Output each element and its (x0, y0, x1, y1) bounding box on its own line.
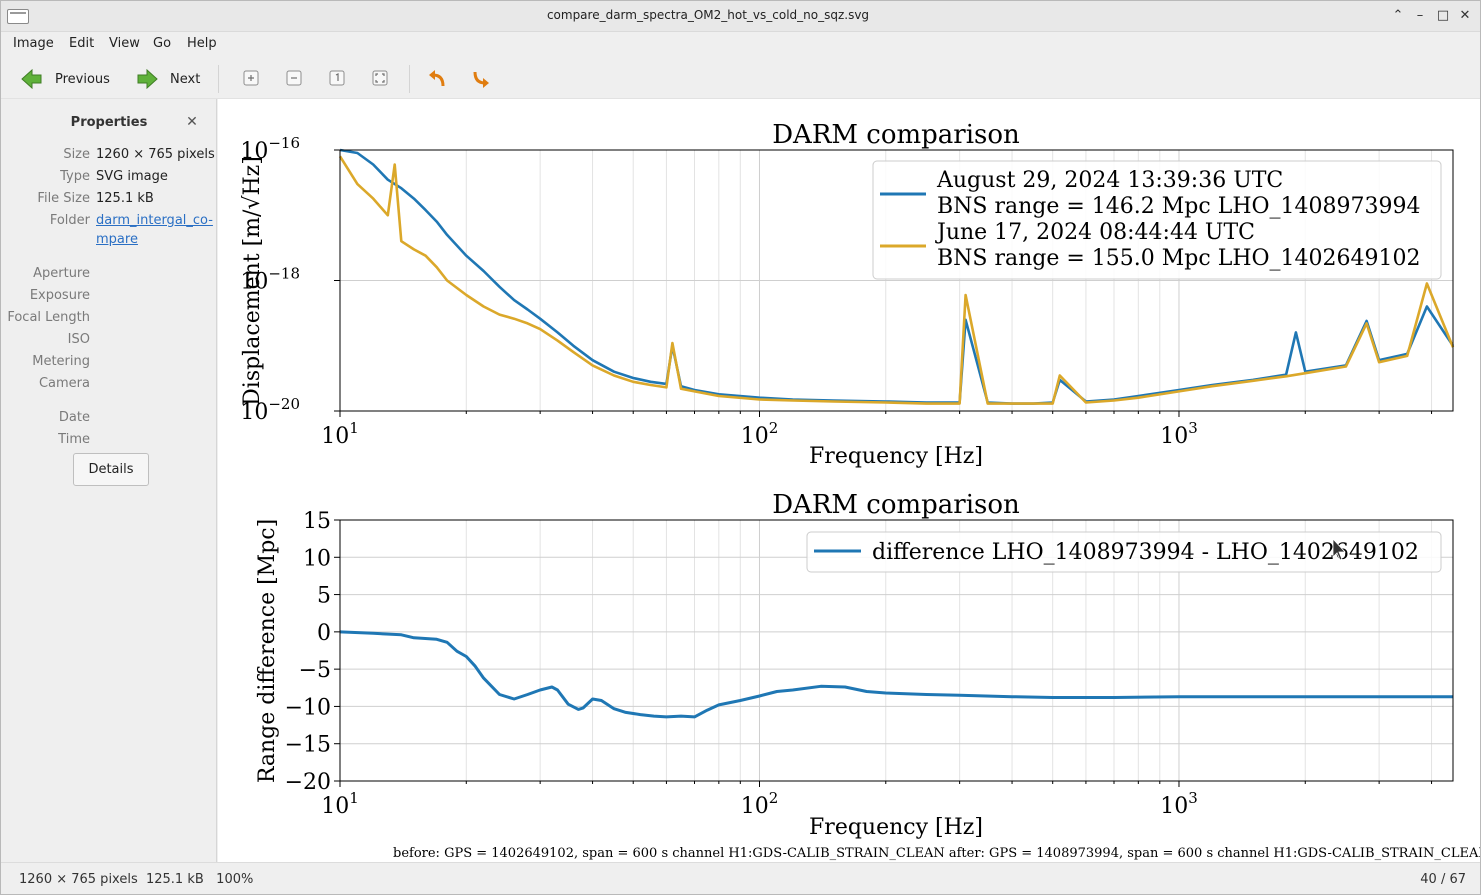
iso-label: ISO (67, 332, 90, 347)
zoom-original-icon (329, 70, 345, 86)
y-tick-label: −15 (285, 733, 331, 758)
footnote: before: GPS = 1402649102, span = 600 s c… (393, 846, 1480, 861)
top-plot-series (338, 148, 1455, 405)
menu-go[interactable]: Go (153, 36, 172, 51)
rotate-right-icon (473, 71, 489, 88)
y-tick-label: 15 (303, 509, 331, 534)
legend-series-1-line-2: BNS range = 146.2 Mpc LHO_1408973994 (937, 194, 1421, 219)
zoom-fit-button[interactable] (371, 69, 391, 89)
camera-label: Camera (38, 376, 90, 391)
series-line-difference (339, 630, 1453, 719)
bottom-plot-legend: difference LHO_1408973994 - LHO_14026491… (806, 531, 1442, 573)
top-legend-box (872, 160, 1442, 280)
file-size-value: 125.1 kB (96, 191, 154, 206)
close-sidebar-icon[interactable]: ✕ (186, 114, 198, 130)
rotate-right-button[interactable] (471, 69, 491, 89)
next-label: Next (170, 71, 201, 87)
minimize-button[interactable]: – (1416, 8, 1424, 23)
menu-bar: Image Edit View Go Help (1, 32, 1480, 57)
bottom-legend-box (806, 531, 1442, 573)
rotate-left-icon (429, 70, 445, 87)
menu-edit[interactable]: Edit (69, 36, 95, 51)
top-plot-title: DARM comparison (772, 120, 1020, 150)
date-label: Date (58, 410, 90, 425)
zoom-out-icon (286, 70, 302, 86)
zoom-fit-icon (372, 70, 388, 86)
top-plot-ylabel: Displacement [m/√Hz] (240, 156, 265, 406)
size-label: Size (63, 147, 90, 162)
toolbar-separator (409, 65, 410, 93)
mouse-cursor-icon (1332, 537, 1346, 561)
y-tick-label: 10 (303, 546, 331, 571)
maximize-button[interactable]: □ (1436, 8, 1450, 23)
type-label: Type (60, 169, 90, 184)
folder-link-line-2: mpare (96, 232, 138, 247)
legend-difference-label: difference LHO_1408973994 - LHO_14026491… (872, 540, 1419, 565)
arrow-left-icon (21, 69, 42, 89)
status-image-info: 1260 × 765 pixels 125.1 kB 100% (19, 872, 254, 887)
legend-series-1-line-1: August 29, 2024 13:39:36 UTC (936, 168, 1283, 193)
legend-series-2-line-1: June 17, 2024 08:44:44 UTC (935, 220, 1255, 245)
y-tick-label: 5 (317, 584, 331, 609)
y-tick-label: −20 (285, 770, 331, 795)
bottom-plot-ylabel: Range difference [Mpc] (255, 519, 280, 783)
window-title: compare_darm_spectra_OM2_hot_vs_cold_no_… (546, 8, 870, 22)
exposure-label: Exposure (29, 288, 90, 303)
y-tick-label: −10 (285, 695, 331, 720)
folder-label: Folder (49, 213, 90, 228)
menu-view[interactable]: View (109, 36, 140, 51)
top-plot-xlabel: Frequency [Hz] (809, 444, 983, 469)
bottom-plot-xlabel: Frequency [Hz] (809, 815, 983, 840)
toolbar: Previous Next (1, 57, 1480, 99)
menu-image[interactable]: Image (13, 36, 54, 51)
status-bar: 1260 × 765 pixels 125.1 kB 100% 40 / 67 (1, 862, 1480, 894)
x-tick-label: 101 (321, 419, 359, 449)
zoom-normal-button[interactable] (328, 69, 348, 89)
properties-sidebar: Properties ✕ Size 1260 × 765 pixels Type… (1, 99, 217, 862)
x-tick-label: 102 (741, 419, 779, 449)
image-canvas: 101 102 103 10−16 10−18 10−20 DARM comparison… (218, 99, 1480, 862)
y-tick-label: 0 (317, 621, 331, 646)
keep-above-icon[interactable]: ⌃ (1392, 8, 1404, 23)
image-viewer-app-icon (7, 9, 29, 24)
type-value: SVG image (96, 169, 168, 184)
x-tick-label: 102 (741, 789, 779, 819)
folder-link-line-1: darm_intergal_co- (96, 213, 213, 228)
metering-label: Metering (32, 354, 90, 369)
close-window-button[interactable]: ✕ (1459, 8, 1471, 23)
file-size-label: File Size (37, 191, 90, 206)
rotate-left-button[interactable] (427, 69, 447, 89)
zoom-out-button[interactable] (285, 69, 305, 89)
zoom-in-button[interactable] (242, 69, 262, 89)
toolbar-separator (218, 65, 219, 93)
arrow-right-icon (137, 69, 158, 89)
folder-link[interactable]: darm_intergal_co- mpare (96, 211, 213, 249)
bottom-plot-title: DARM comparison (772, 490, 1020, 520)
bottom-plot-series (339, 630, 1453, 719)
properties-title: Properties (70, 115, 148, 130)
aperture-label: Aperture (33, 266, 90, 281)
bottom-plot-frame (339, 519, 1454, 782)
next-button[interactable]: Next (136, 65, 200, 93)
legend-series-2-line-2: BNS range = 155.0 Mpc LHO_1402649102 (937, 246, 1421, 271)
zoom-in-icon (243, 70, 259, 86)
previous-button[interactable]: Previous (21, 65, 110, 93)
x-tick-label: 103 (1160, 419, 1198, 449)
status-image-index: 40 / 67 (1420, 872, 1466, 887)
x-tick-label: 103 (1160, 789, 1198, 819)
title-bar: compare_darm_spectra_OM2_hot_vs_cold_no_… (1, 1, 1480, 32)
details-button[interactable]: Details (73, 453, 149, 486)
size-value: 1260 × 765 pixels (96, 147, 215, 162)
previous-label: Previous (55, 71, 110, 87)
top-plot-legend: August 29, 2024 13:39:36 UTC BNS range =… (872, 160, 1442, 280)
time-label: Time (58, 432, 90, 447)
series-line-jun-17 (338, 155, 1455, 405)
y-tick-label: −5 (299, 658, 331, 683)
focal-length-label: Focal Length (7, 310, 90, 325)
menu-help[interactable]: Help (187, 36, 217, 51)
